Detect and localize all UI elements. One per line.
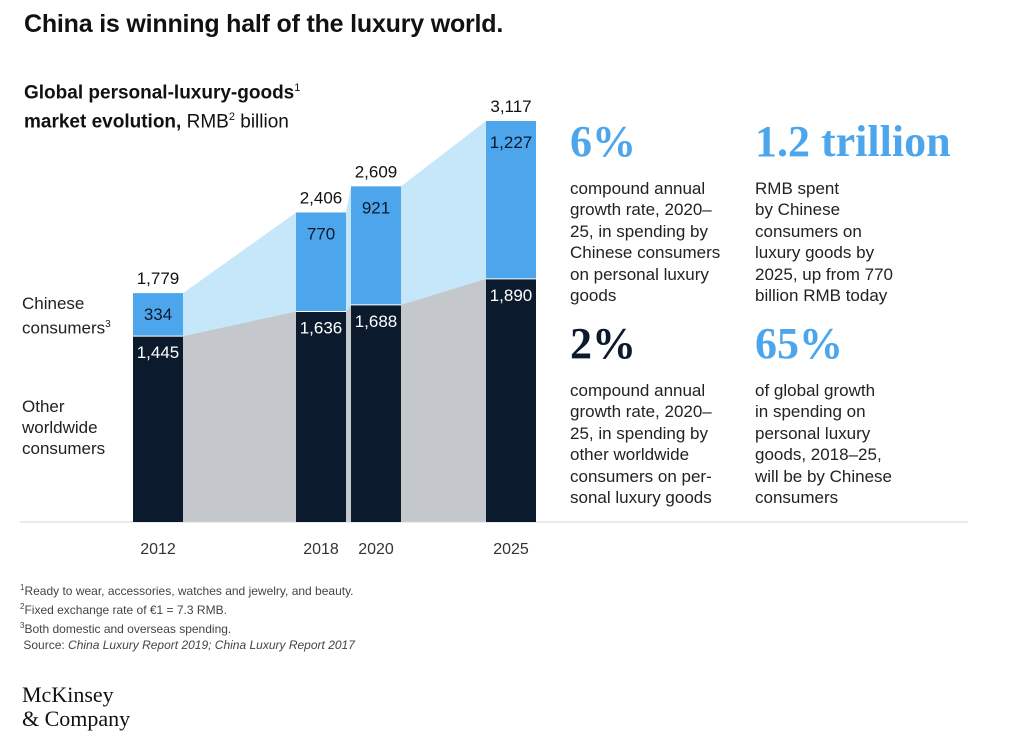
- data-label-chinese-2020: 921: [362, 198, 390, 217]
- legend-chinese-line1: Chinese: [22, 294, 85, 313]
- bar-chinese-2025: [486, 121, 536, 279]
- stat-description: of global growth in spending on personal l…: [755, 381, 893, 508]
- bar-chinese-2018: [296, 212, 346, 312]
- bar-other-2018: [296, 311, 346, 522]
- chart-unit: RMB: [186, 111, 229, 133]
- chart-title-line1: Global personal-luxury-goods: [24, 82, 295, 104]
- stacked-bar-chart: 1,445 334 1,779 2012 1,636 770 2,406 2018 1,688 9…: [20, 97, 968, 558]
- data-label-other-2012: 1,445: [137, 343, 180, 362]
- footnote-2: 2Fixed exchange rate of €1 = 7.3 RMB.: [20, 602, 227, 617]
- legend-chinese-consumers: Chinese consumers3: [22, 293, 111, 339]
- data-label-other-2025: 1,890: [490, 286, 533, 305]
- legend-other-line3: consumers: [22, 439, 106, 458]
- stat-value: 6%: [570, 117, 636, 166]
- data-label-other-2018: 1,636: [300, 319, 343, 338]
- data-label-other-2020: 1,688: [355, 312, 398, 331]
- bar-other-2020: [351, 304, 401, 522]
- bar-other-2025: [486, 278, 536, 522]
- x-tick-label-2018: 2018: [303, 541, 339, 558]
- footnote-1: 1Ready to wear, accessories, watches and…: [20, 583, 354, 598]
- footnotes: 1Ready to wear, accessories, watches and…: [20, 580, 355, 653]
- total-label-2018: 2,406: [300, 188, 343, 207]
- footnote-ref-2: 2: [228, 111, 235, 124]
- stat-2-percent: 2% compound annual growth rate, 2020– 25, …: [570, 322, 740, 508]
- footnote-ref-3: 3: [105, 319, 111, 330]
- chart-title-line2: market evolution,: [24, 111, 182, 133]
- bar-chinese-2020: [351, 186, 401, 305]
- x-tick-label-2012: 2012: [140, 541, 176, 558]
- page-title: China is winning half of the luxury worl…: [24, 10, 504, 38]
- data-label-chinese-2018: 770: [307, 224, 335, 243]
- stat-value: 1.2 trillion: [755, 117, 951, 166]
- x-tick-label-2025: 2025: [493, 541, 529, 558]
- total-label-2012: 1,779: [137, 269, 180, 288]
- legend-chinese-line2: consumers: [22, 318, 106, 338]
- footnote-ref-1: 1: [294, 82, 301, 94]
- stat-65-percent: 65% of global growth in spending on person…: [755, 322, 955, 508]
- total-label-2025: 3,117: [490, 97, 531, 116]
- stat-description: RMB spent by Chinese consumers on luxury go…: [755, 179, 893, 306]
- stat-description: compound annual growth rate, 2020– 25, in …: [570, 381, 712, 508]
- stat-6-percent: 6% compound annual growth rate, 2020– 25, …: [570, 120, 740, 306]
- stat-description: compound annual growth rate, 2020– 25, in …: [570, 179, 721, 306]
- stat-1-2-trillion: 1.2 trillion RMB spent by Chinese consumer…: [755, 120, 985, 306]
- footnote-3: 3Both domestic and overseas spending.: [20, 621, 232, 636]
- total-label-2020: 2,609: [355, 162, 398, 181]
- logo-line2: & Company: [22, 706, 131, 731]
- mckinsey-logo: McKinsey & Company: [22, 683, 130, 731]
- bar-chinese-2012: [133, 293, 183, 337]
- source-note: Source: China Luxury Report 2019; China …: [23, 638, 355, 652]
- legend-other-line2: worldwide: [22, 418, 98, 437]
- legend-other-consumers: Other worldwide consumers: [22, 396, 105, 459]
- data-label-chinese-2012: 334: [144, 305, 172, 324]
- legend-other-line1: Other: [22, 397, 65, 416]
- logo-line1: McKinsey: [22, 682, 114, 707]
- chart-unit-rest: billion: [240, 111, 289, 133]
- bar-other-2012: [133, 336, 183, 522]
- x-tick-label-2020: 2020: [358, 541, 394, 558]
- stat-value: 2%: [570, 319, 636, 368]
- chart-title: Global personal-luxury-goods1 market evo…: [24, 76, 300, 135]
- stat-value: 65%: [755, 319, 843, 368]
- data-label-chinese-2025: 1,227: [490, 133, 533, 152]
